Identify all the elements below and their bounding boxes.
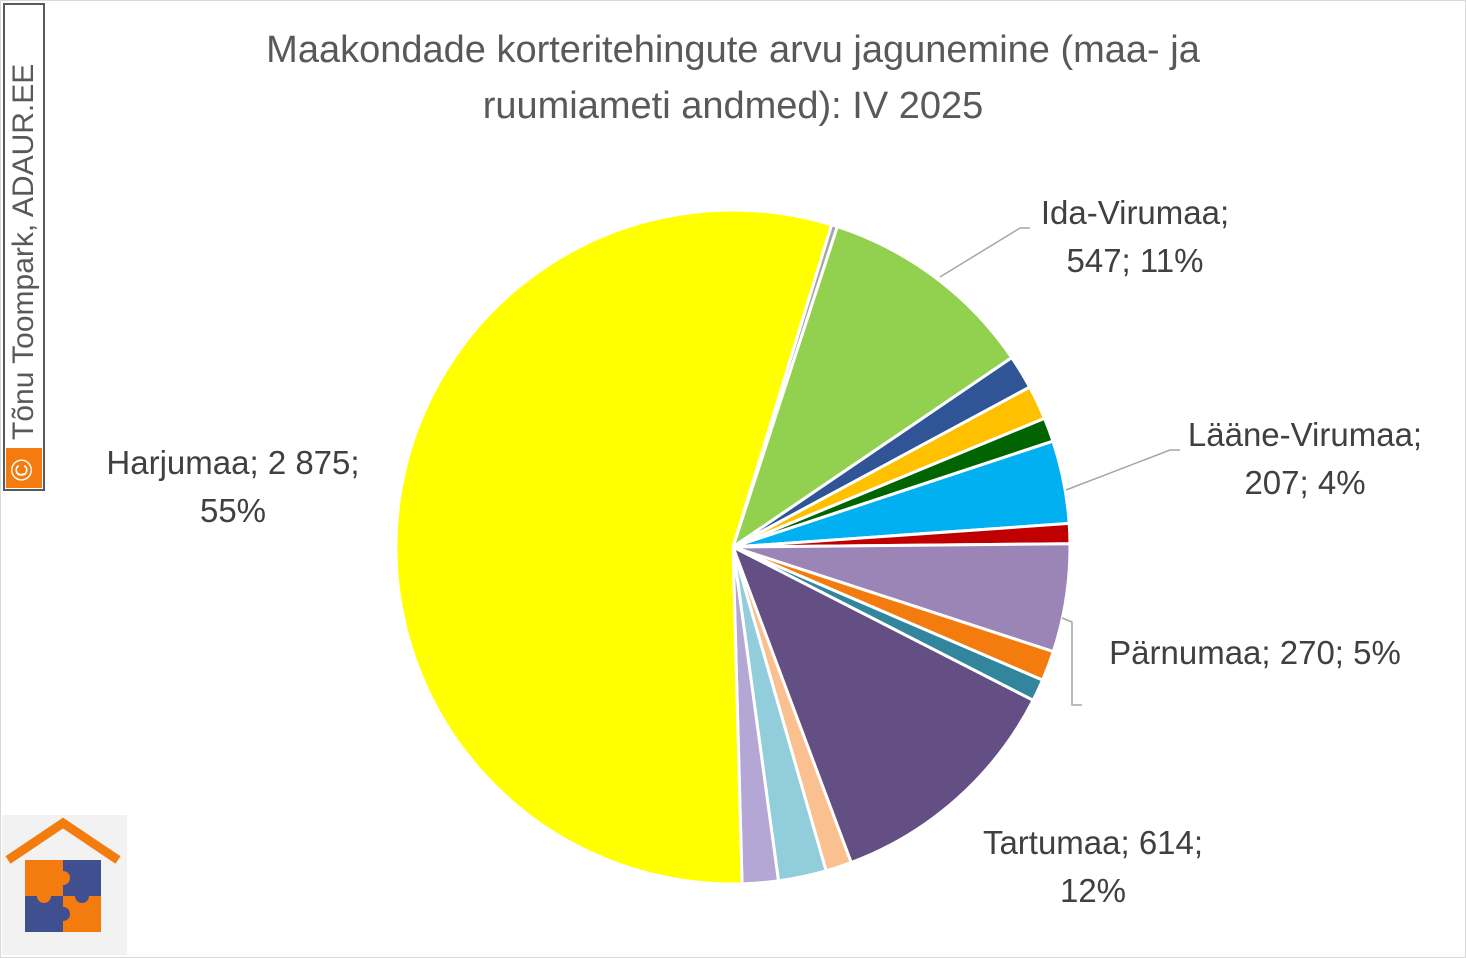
leader-line	[939, 227, 1030, 278]
pie-slice	[730, 224, 1014, 551]
pie	[394, 208, 1072, 886]
data-label: Tartumaa; 614; 12%	[983, 824, 1203, 909]
data-label-line: 207; 4%	[1244, 464, 1365, 501]
logo-knob	[75, 889, 89, 903]
data-label: Harjumaa; 2 875; 55%	[106, 444, 359, 529]
data-label-line: 547; 11%	[1067, 242, 1204, 279]
leader-line	[1065, 449, 1180, 491]
data-label-line: 12%	[1060, 872, 1126, 909]
data-label: Ida-Virumaa; 547; 11%	[1041, 194, 1229, 279]
logo-knob	[37, 889, 51, 903]
logo-knob	[56, 871, 70, 885]
chart-title-line: ruumiameti andmed): IV 2025	[483, 85, 984, 127]
data-label-line: Pärnumaa; 270; 5%	[1109, 634, 1401, 671]
data-label-line: Harjumaa; 2 875;	[106, 444, 359, 481]
data-label-line: 55%	[200, 492, 266, 529]
pie-slice	[394, 208, 834, 886]
leader-line	[1061, 617, 1082, 706]
watermark-box	[3, 3, 45, 491]
logo	[2, 815, 127, 955]
data-label-line: Lääne-Virumaa;	[1188, 416, 1422, 453]
watermark-text: Tõnu Toompark, ADAUR.EE	[7, 64, 40, 440]
pie-slice	[730, 543, 1036, 865]
watermark-symbol-box	[6, 448, 42, 488]
logo-knob	[56, 907, 70, 921]
watermark: © Tõnu Toompark, ADAUR.EE	[3, 3, 45, 491]
data-label: Lääne-Virumaa; 207; 4%	[1188, 416, 1422, 501]
data-label-line: Tartumaa; 614;	[983, 824, 1203, 861]
watermark-symbol: ©	[6, 459, 39, 481]
data-label-line: Ida-Virumaa;	[1041, 194, 1229, 231]
logo-roof	[5, 817, 121, 864]
data-label: Pärnumaa; 270; 5%	[1109, 634, 1401, 671]
chart-title-line: Maakondade korteritehingute arvu jagunem…	[266, 29, 1201, 71]
